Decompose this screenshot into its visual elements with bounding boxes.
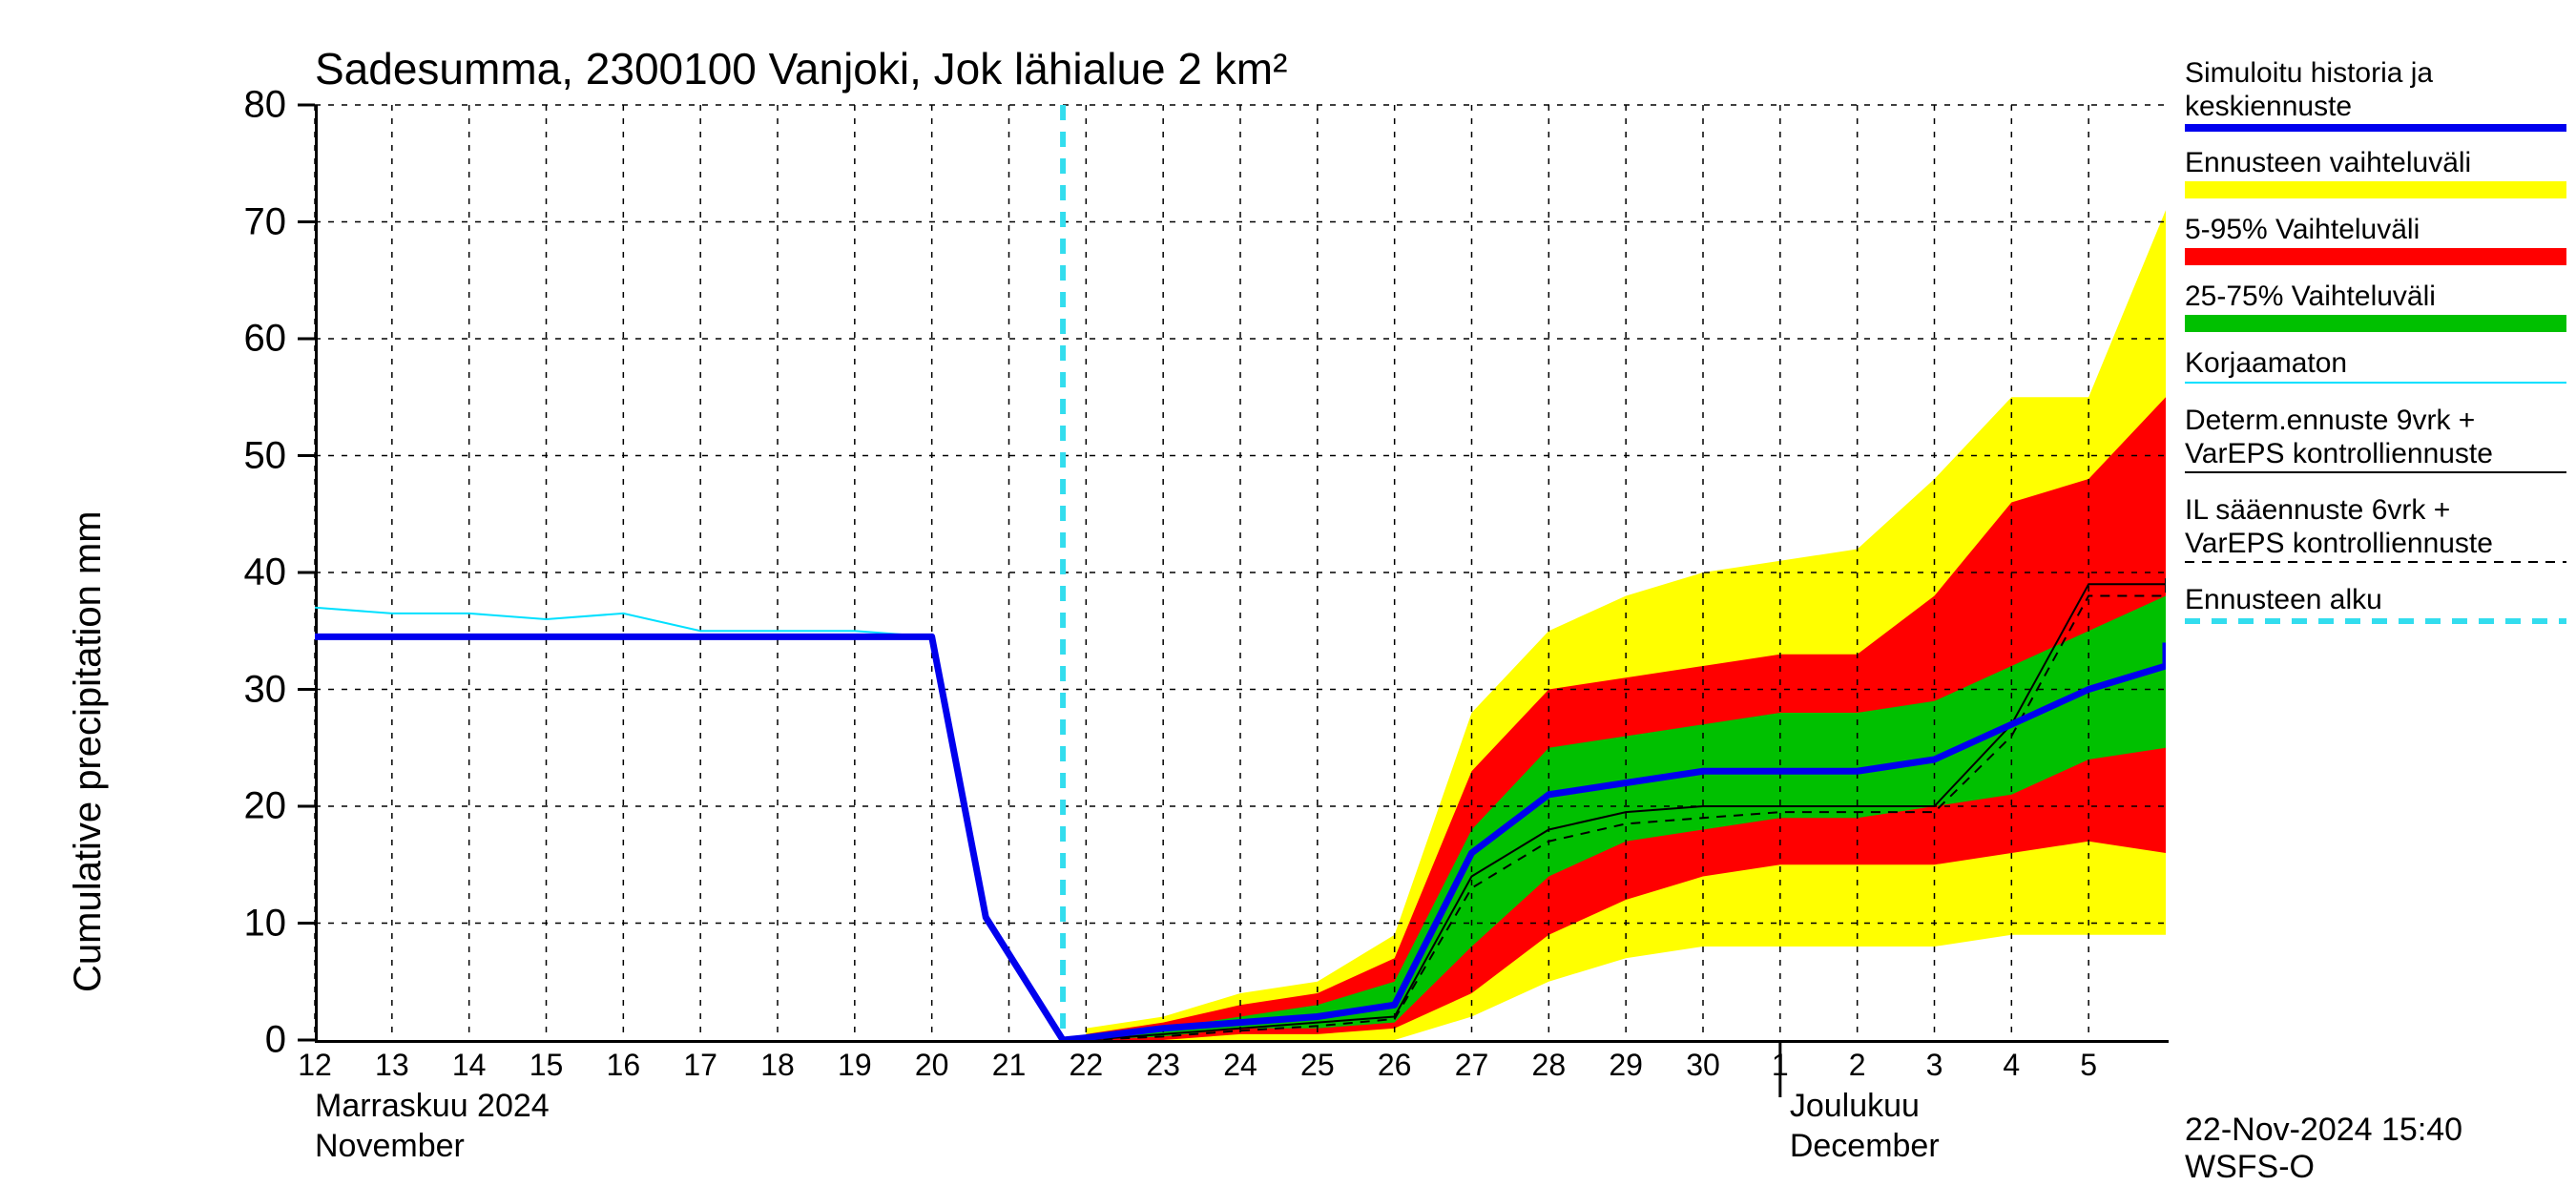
x-tick-label: 15 xyxy=(530,1048,564,1083)
y-tick-label: 10 xyxy=(162,902,286,945)
x-tick-label: 13 xyxy=(375,1048,409,1083)
x-tick-label: 30 xyxy=(1686,1048,1720,1083)
x-tick-label: 17 xyxy=(683,1048,717,1083)
timestamp: 22-Nov-2024 15:40 WSFS-O xyxy=(2185,1112,2576,1186)
x-tick-label: 2 xyxy=(1849,1048,1866,1083)
x-tick-label: 3 xyxy=(1926,1048,1943,1083)
legend-swatch xyxy=(2185,124,2566,132)
x-tick-label: 24 xyxy=(1223,1048,1257,1083)
x-tick-label: 19 xyxy=(838,1048,872,1083)
chart-root: Cumulative precipitation mm Sadesumma, 2… xyxy=(0,0,2576,1145)
legend-label: IL sääennuste 6vrk + VarEPS kontrollienn… xyxy=(2185,494,2493,560)
y-tick-label: 30 xyxy=(162,668,286,711)
legend-swatch xyxy=(2185,382,2566,384)
month1-en: November xyxy=(315,1128,465,1165)
legend-swatch xyxy=(2185,315,2566,332)
y-tick-label: 60 xyxy=(162,318,286,361)
legend-label: Korjaamaton xyxy=(2185,347,2347,381)
legend-swatch xyxy=(2185,561,2566,563)
y-tick-label: 0 xyxy=(162,1019,286,1062)
legend-swatch xyxy=(2185,181,2566,198)
month2-fi: Joulukuu xyxy=(1790,1088,1920,1125)
legend-label: Ennusteen alku xyxy=(2185,584,2382,617)
legend-swatch xyxy=(2185,248,2566,265)
x-tick-label: 18 xyxy=(760,1048,795,1083)
month2-en: December xyxy=(1790,1128,1940,1165)
month1-fi: Marraskuu 2024 xyxy=(315,1088,550,1125)
legend-swatch xyxy=(2185,471,2566,473)
x-tick-label: 29 xyxy=(1609,1048,1643,1083)
y-tick-label: 50 xyxy=(162,434,286,477)
x-tick-label: 16 xyxy=(607,1048,641,1083)
x-tick-label: 22 xyxy=(1070,1048,1104,1083)
x-tick-label: 14 xyxy=(452,1048,487,1083)
legend-label: 25-75% Vaihteluväli xyxy=(2185,281,2436,314)
x-tick-label: 23 xyxy=(1146,1048,1180,1083)
x-tick-label: 5 xyxy=(2080,1048,2097,1083)
legend-label: Determ.ennuste 9vrk +VarEPS kontrollienn… xyxy=(2185,405,2493,470)
x-tick-label: 21 xyxy=(992,1048,1027,1083)
legend-label: Ennusteen vaihteluväli xyxy=(2185,147,2471,180)
legend-label: Simuloitu historia jakeskiennuste xyxy=(2185,57,2433,123)
x-tick-label: 28 xyxy=(1532,1048,1567,1083)
y-tick-label: 70 xyxy=(162,200,286,243)
legend-label: 5-95% Vaihteluväli xyxy=(2185,214,2420,247)
x-tick-label: 20 xyxy=(915,1048,949,1083)
x-tick-label: 4 xyxy=(2003,1048,2020,1083)
x-tick-label: 25 xyxy=(1300,1048,1335,1083)
y-tick-label: 40 xyxy=(162,551,286,594)
y-tick-label: 80 xyxy=(162,84,286,127)
x-tick-label: 27 xyxy=(1455,1048,1489,1083)
y-tick-label: 20 xyxy=(162,785,286,828)
legend-swatch xyxy=(2185,618,2566,624)
x-tick-label: 12 xyxy=(298,1048,332,1083)
x-tick-label: 1 xyxy=(1772,1048,1789,1083)
x-tick-label: 26 xyxy=(1378,1048,1412,1083)
